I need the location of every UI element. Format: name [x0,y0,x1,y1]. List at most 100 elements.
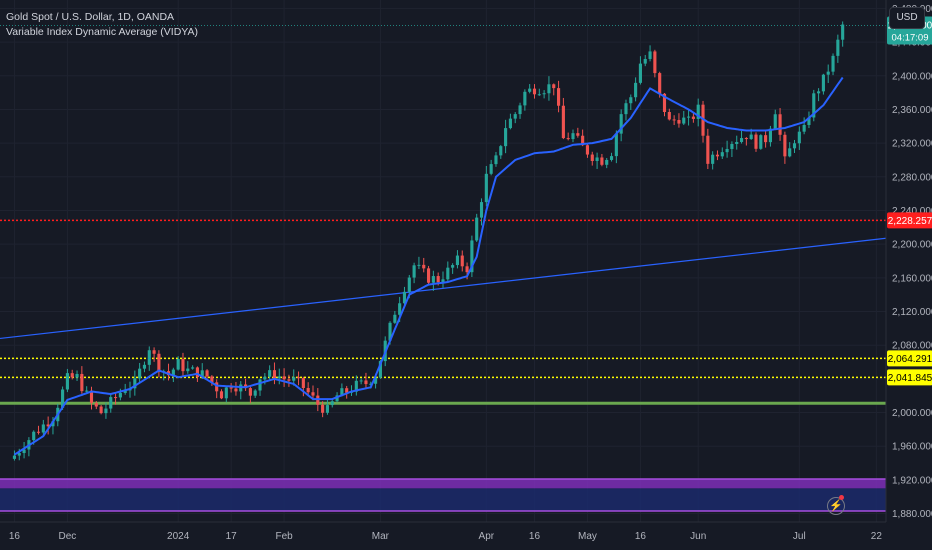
countdown-text: 04:17:09 [892,33,929,44]
candle-body [248,388,252,396]
price-tick-label: 2,080.000 [892,341,932,352]
candle-body [841,24,845,40]
time-tick-label: Jul [793,531,806,542]
candle-body [749,134,753,140]
candle-body [826,71,830,75]
candle-body [301,378,305,388]
candle-body [634,82,638,98]
candle-body [528,88,532,92]
candle-body [677,120,681,124]
indicator-title[interactable]: Variable Index Dynamic Average (VIDYA) [6,26,199,38]
candle-body [590,154,594,161]
candle-body [426,268,431,283]
trendline[interactable] [0,237,887,340]
candle-body [61,389,65,408]
candle-body [431,276,435,283]
candle-body [32,431,36,441]
candle-body [460,255,464,267]
price-tick-label: 2,160.000 [892,273,932,284]
price-tick-label: 2,200.000 [892,240,932,251]
candle-body [65,373,69,390]
candle-body [504,128,508,147]
candle-body [701,104,705,136]
candle-body [768,128,772,143]
candle-body [662,93,667,112]
candle-body [345,388,349,393]
time-tick-label: 17 [226,531,238,542]
time-tick-label: 16 [529,531,541,542]
candle-body [258,379,262,391]
candle-body [532,88,537,95]
vidya-path [13,76,844,456]
candle-body [219,391,224,399]
candle-body [513,114,517,119]
candle-body [455,255,460,266]
candle-body [388,322,392,341]
level-price-tag [887,369,932,386]
candle-body [817,91,821,94]
candle-body [36,431,41,433]
candle-body [412,265,416,278]
candle-body [200,370,204,378]
candle-body [70,373,74,378]
candle-body [451,265,455,268]
candle-body [22,449,26,454]
candle-body [687,116,691,118]
candle-body [759,135,763,149]
price-tick-label: 2,360.000 [892,105,932,116]
time-tick-label: May [578,531,597,542]
candle-body [123,390,127,393]
level-price-text: 2,064.291 [888,354,932,365]
time-axis[interactable]: 16 Dec 2024 17 Feb Mar Apr 16 May 16 Jun Jul 22 [0,521,932,550]
candle-body [484,173,488,203]
candle-body [176,359,180,370]
candle-body [75,373,79,378]
candle-body [667,111,671,120]
candle-body [682,117,686,124]
candle-body [581,135,585,146]
candle-body [354,380,358,392]
candle-body [99,406,103,414]
candle-body [398,303,402,315]
time-tick-label: 22 [871,531,883,542]
candle-body [133,378,137,389]
candle-body [364,380,368,385]
candle-body [46,424,50,427]
candle-body [234,388,238,392]
vidya-line [13,76,844,456]
candle-body [282,376,286,380]
candle-body [51,421,55,427]
time-tick-label: 2024 [167,531,190,542]
candle-body [465,266,469,273]
candle-body [436,276,440,283]
candle-body [696,104,700,119]
candle-body [600,157,604,165]
price-axis[interactable]: 1,880.000 1,920.000 1,960.000 2,000.000 2,08… [885,0,932,550]
time-tick-label: 16 [9,531,21,542]
candle-body [735,141,739,144]
candle-body [638,63,642,83]
candle-body [393,314,397,323]
price-tick-label: 2,000.000 [892,408,932,419]
candle-body [653,51,657,74]
candle-body [359,380,363,382]
candle-body [422,264,426,269]
candle-body [229,387,233,389]
candle-body [325,405,329,413]
notification-dot [839,495,844,500]
candle-body [335,395,339,402]
range-bands [0,478,886,512]
lightning-icon[interactable]: ⚡ [827,497,845,515]
candle-body [629,97,633,104]
candle-body [369,383,373,385]
candle-body [268,370,272,377]
currency-button[interactable]: USD [889,7,925,29]
level-price-tag [887,212,932,229]
candle-body [292,377,296,381]
candle-body [475,217,479,241]
symbol-title[interactable]: Gold Spot / U.S. Dollar, 1D, OANDA [6,11,175,23]
range-band [0,479,886,489]
time-tick-label: Dec [59,531,77,542]
price-axis-bg [886,0,932,550]
